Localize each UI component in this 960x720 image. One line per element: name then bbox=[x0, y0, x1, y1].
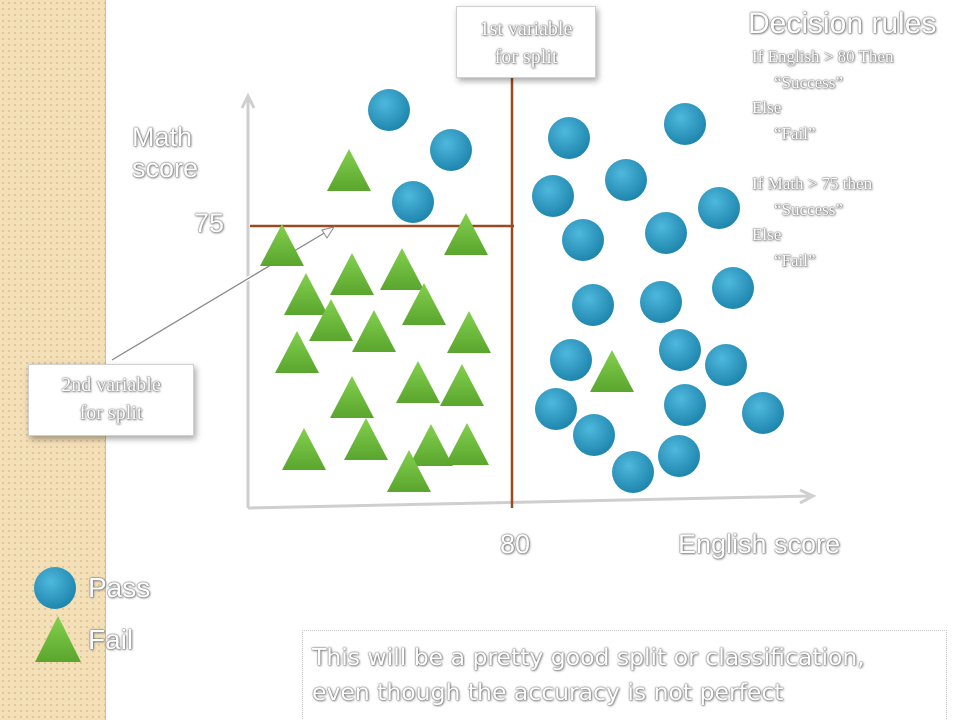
first-split-callout: 1st variable for split bbox=[456, 6, 596, 78]
y-axis-label-line1: Math bbox=[132, 122, 193, 152]
fail-point bbox=[590, 350, 634, 392]
rule-line: “Fail” bbox=[774, 123, 816, 143]
decision-rules-title: Decision rules bbox=[748, 7, 937, 40]
x-axis-label: English score bbox=[678, 529, 841, 559]
axes bbox=[240, 92, 817, 510]
legend-pass-marker bbox=[34, 567, 76, 609]
second-split-callout: 2nd variable for split bbox=[28, 364, 194, 436]
fail-point bbox=[440, 364, 484, 406]
rule-line: Else bbox=[752, 225, 782, 244]
fail-point bbox=[396, 361, 440, 403]
pass-point bbox=[742, 392, 784, 434]
y-axis-arrow bbox=[240, 92, 256, 109]
legend-fail-marker bbox=[35, 616, 81, 662]
pass-point bbox=[562, 219, 604, 261]
decorative-side-strip bbox=[0, 0, 106, 720]
decision-rules-list: If English > 80 Then “Success” Else “Fail” I… bbox=[752, 44, 957, 273]
note-line2: even though the accuracy is not perfect bbox=[312, 678, 784, 706]
pass-point bbox=[664, 384, 706, 426]
fail-point bbox=[402, 283, 446, 325]
fail-point bbox=[275, 331, 319, 373]
fail-point bbox=[344, 418, 388, 460]
pass-point bbox=[664, 103, 706, 145]
pass-point bbox=[430, 129, 472, 171]
pass-point bbox=[550, 339, 592, 381]
fail-point bbox=[444, 213, 488, 255]
pass-point bbox=[368, 89, 410, 131]
fail-point bbox=[260, 224, 304, 266]
pass-point bbox=[640, 281, 682, 323]
rule-line: If Math > 75 then bbox=[752, 174, 873, 193]
rule-line: “Success” bbox=[774, 199, 843, 219]
threshold-75-label: 75 bbox=[194, 208, 225, 238]
fail-point bbox=[327, 149, 371, 191]
fail-point bbox=[447, 311, 491, 353]
y-axis-label-line2: score bbox=[132, 153, 199, 183]
x-axis-arrow bbox=[799, 488, 817, 505]
rule-spacer bbox=[752, 146, 957, 171]
pass-point bbox=[572, 284, 614, 326]
fail-point bbox=[380, 248, 424, 290]
fail-point bbox=[352, 310, 396, 352]
pass-point bbox=[658, 435, 700, 477]
pass-point bbox=[535, 388, 577, 430]
rule-line: “Fail” bbox=[774, 250, 816, 270]
fail-point bbox=[409, 424, 453, 466]
threshold-80-label: 80 bbox=[500, 529, 531, 559]
second-split-callout-line2: for split bbox=[79, 402, 143, 424]
rule-line: “Success” bbox=[774, 72, 843, 92]
fail-point bbox=[387, 450, 431, 492]
first-split-callout-line2: for split bbox=[494, 46, 558, 68]
y-axis-label: Math score bbox=[132, 122, 198, 184]
legend-pass-label: Pass bbox=[88, 572, 151, 603]
pass-point bbox=[705, 344, 747, 386]
pass-point bbox=[659, 329, 701, 371]
second-split-callout-line1: 2nd variable bbox=[61, 374, 161, 396]
fail-point bbox=[284, 273, 328, 315]
pass-point bbox=[548, 117, 590, 159]
pass-point bbox=[698, 187, 740, 229]
pass-point bbox=[712, 267, 754, 309]
pass-points bbox=[368, 89, 784, 493]
pass-point bbox=[532, 175, 574, 217]
fail-point bbox=[445, 423, 489, 465]
pass-point bbox=[605, 159, 647, 201]
note-text: This will be a pretty good split or clas… bbox=[312, 640, 942, 710]
x-axis bbox=[247, 494, 813, 510]
rule-line: If English > 80 Then bbox=[752, 47, 894, 66]
pass-point bbox=[645, 212, 687, 254]
fail-point bbox=[330, 376, 374, 418]
fail-point bbox=[309, 299, 353, 341]
pass-point bbox=[392, 181, 434, 223]
rule-line: Else bbox=[752, 98, 782, 117]
fail-point bbox=[330, 253, 374, 295]
first-split-callout-line1: 1st variable bbox=[479, 18, 573, 40]
fail-points bbox=[260, 149, 634, 492]
fail-point bbox=[282, 428, 326, 470]
note-box bbox=[302, 630, 947, 719]
note-line1: This will be a pretty good split or clas… bbox=[312, 643, 865, 671]
legend-fail-label: Fail bbox=[88, 624, 134, 655]
pass-point bbox=[612, 451, 654, 493]
pass-point bbox=[573, 414, 615, 456]
